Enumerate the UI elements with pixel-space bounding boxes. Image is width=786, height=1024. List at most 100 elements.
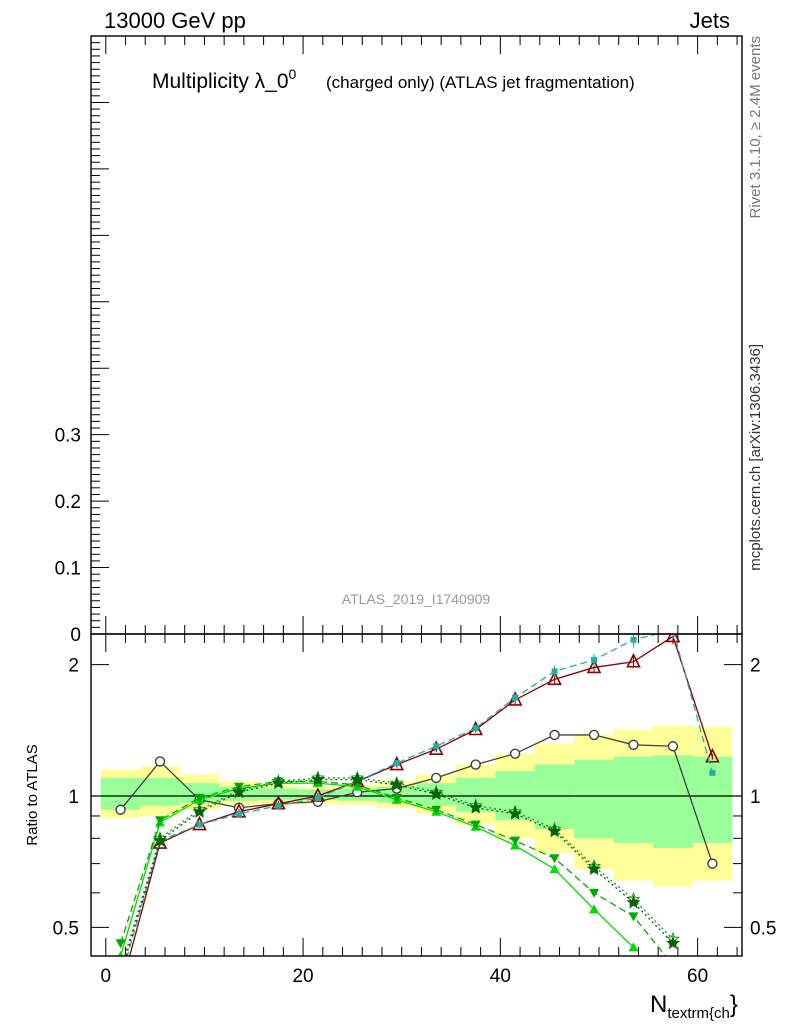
data-point: [314, 794, 321, 801]
series-line: [126, 634, 714, 956]
data-point: [275, 802, 282, 809]
data-point: [115, 939, 126, 949]
uncertainty-bands: [100, 725, 733, 887]
green-band-bin: [692, 756, 733, 844]
x-axis-label-main: N: [650, 991, 667, 1018]
upper-plot-frame: [90, 35, 743, 635]
data-point: [271, 775, 286, 790]
data-point: [549, 864, 560, 874]
data-point: [549, 854, 560, 864]
green-band-bin: [613, 756, 654, 844]
data-point: [196, 821, 203, 828]
chart-title: Multiplicity λ_00: [152, 66, 297, 93]
ratio-y-tick-label: 2: [68, 656, 79, 677]
data-point: [626, 652, 641, 668]
data-point: [235, 810, 242, 817]
data-point: [630, 636, 637, 643]
data-point: [155, 816, 166, 826]
data-point: [468, 800, 483, 814]
data-point: [115, 983, 127, 995]
data-point: [231, 784, 247, 799]
ratio-y-tick-label-right: 0.5: [750, 918, 776, 939]
data-point: [470, 820, 481, 830]
data-point: [510, 836, 521, 846]
chart-subtitle: (charged only) (ATLAS jet fragmentation): [326, 73, 635, 92]
upper-y-tick-label: 0.3: [55, 426, 81, 447]
data-point: [310, 772, 325, 786]
data-point: [152, 833, 168, 847]
data-point: [391, 793, 402, 803]
upper-y-tick-label: 0.2: [55, 492, 81, 513]
data-point: [665, 935, 681, 950]
green-band-bin: [179, 783, 220, 803]
data-point: [586, 861, 602, 876]
data-point: [118, 976, 124, 982]
data-point: [667, 741, 679, 752]
green-band-bin: [653, 755, 693, 849]
series-group: [115, 772, 681, 980]
upper-y-tick-label: 0: [70, 625, 81, 646]
series-line: [128, 635, 714, 956]
data-point: [429, 786, 444, 801]
data-point: [668, 961, 678, 970]
data-point: [551, 668, 558, 675]
x-tick-label: 40: [490, 966, 511, 987]
series-line: [124, 777, 674, 956]
data-point: [509, 748, 521, 759]
ratio-y-tick-label: 0.5: [53, 918, 79, 939]
series-line: [120, 734, 714, 864]
x-tick-label: 20: [292, 966, 313, 987]
data-point: [433, 743, 440, 750]
data-point: [586, 658, 602, 674]
data-point: [628, 739, 639, 750]
data-point: [431, 805, 442, 815]
chart-title-main: Multiplicity λ_0: [152, 70, 289, 93]
upper-y-tick-label: 0.1: [55, 559, 81, 580]
upper-y-ticks: 0 0.1 0.2 0.3: [55, 42, 109, 646]
data-point: [588, 729, 600, 741]
data-point: [670, 627, 676, 633]
green-band-bin: [140, 777, 180, 806]
ratio-y-tick-label-right: 2: [750, 656, 761, 677]
data-point: [350, 772, 365, 786]
data-point: [117, 951, 124, 956]
data-point: [709, 769, 716, 776]
x-tick-label: 60: [687, 966, 708, 987]
series-line: [119, 782, 634, 956]
data-point: [508, 806, 523, 820]
data-point: [589, 888, 600, 898]
ratio-axes: 0.5 0.51 12 20 20 40 60: [53, 36, 776, 987]
green-band-bin: [258, 788, 299, 800]
data-point: [589, 904, 600, 914]
ratio-y-tick-label-right: 1: [750, 787, 761, 808]
data-point: [628, 912, 639, 922]
data-point: [665, 634, 681, 643]
data-point: [393, 760, 400, 767]
x-axis-label-close: }: [730, 991, 738, 1018]
data-point: [389, 777, 404, 791]
data-point: [549, 729, 560, 741]
source-label: mcplots.cern.ch [arXiv:1306.3436]: [747, 344, 764, 571]
green-band-bin: [534, 764, 575, 830]
data-point: [512, 694, 519, 701]
rivet-label: Rivet 3.1.10, ≥ 2.4M events: [747, 36, 764, 219]
analysis-label: ATLAS_2019_I1740909: [342, 591, 491, 607]
data-point: [591, 656, 598, 663]
x-axis-label-sub: textrm{ch: [667, 1005, 730, 1022]
energy-label: 13000 GeV pp: [104, 8, 246, 33]
data-point: [547, 823, 562, 838]
green-band-bin: [574, 759, 614, 839]
process-label: Jets: [690, 8, 730, 33]
ratio-y-label: Ratio to ATLAS: [24, 744, 41, 845]
data-point: [547, 670, 562, 686]
chart-title-sup: 0: [289, 66, 297, 82]
data-point: [707, 858, 718, 869]
data-point: [431, 772, 442, 784]
data-point: [154, 756, 166, 767]
data-point: [115, 969, 126, 980]
x-tick-label: 0: [101, 966, 112, 987]
data-point: [472, 725, 479, 732]
data-point: [470, 759, 481, 770]
ratio-series: [115, 627, 720, 995]
